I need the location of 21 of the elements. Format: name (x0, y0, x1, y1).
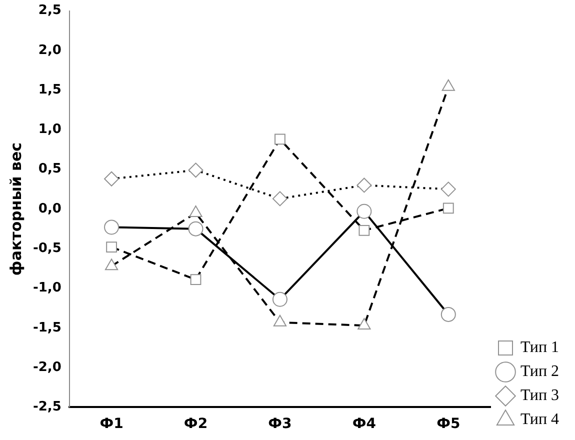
legend-label: Тип 4 (520, 411, 559, 428)
x-tick-label: Ф5 (436, 416, 460, 432)
x-tick-label: Ф2 (184, 416, 208, 432)
y-tick-label: -2,0 (32, 360, 62, 375)
legend-label: Тип 3 (520, 387, 559, 404)
x-tick-label: Ф3 (268, 416, 292, 432)
y-tick-label: 1,0 (38, 122, 62, 138)
y-tick-label: 0,0 (38, 201, 62, 216)
y-tick-label: 2,5 (38, 3, 62, 18)
y-tick-label: -1,5 (32, 320, 62, 336)
y-tick-label: 1,5 (38, 82, 62, 98)
y-tick-label: -1,0 (32, 280, 62, 296)
y-tick-label: -2,5 (32, 400, 62, 415)
y-tick-label: 2,0 (38, 42, 62, 58)
x-tick-label: Ф4 (352, 416, 376, 432)
y-tick-label: 0,5 (38, 162, 62, 177)
legend-label: Тип 2 (520, 363, 559, 380)
y-tick-label: -0,5 (32, 241, 62, 256)
legend-label: Тип 1 (520, 339, 559, 356)
x-tick-label: Ф1 (100, 416, 124, 432)
y-axis-title: факторный вес (6, 142, 25, 276)
